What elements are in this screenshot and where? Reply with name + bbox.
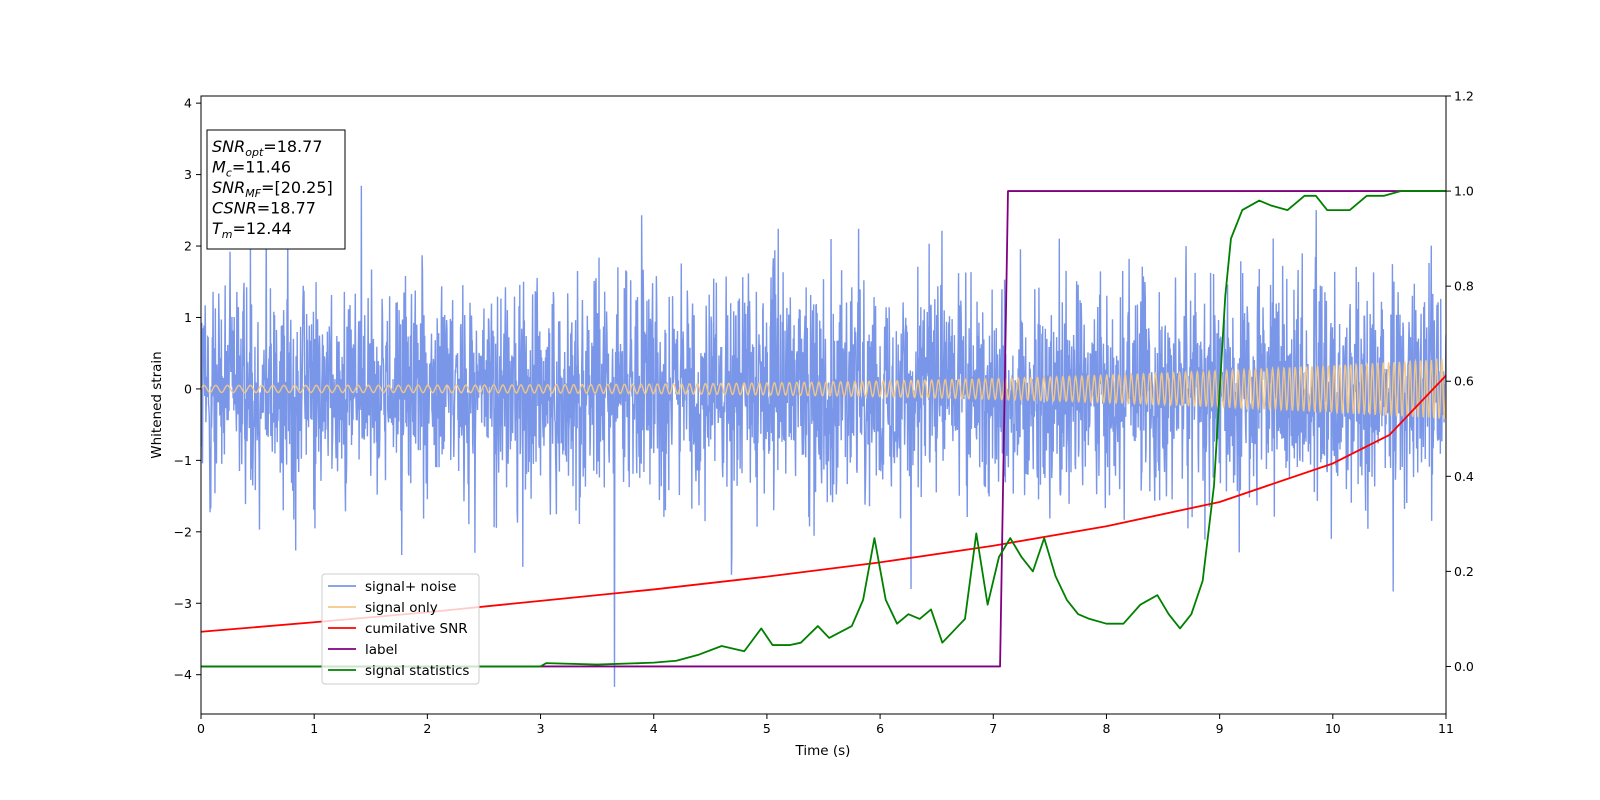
y-tick-label: −3 <box>174 596 192 611</box>
x-tick-label: 5 <box>763 721 771 736</box>
series-label <box>201 190 1446 668</box>
x-tick-label: 7 <box>989 721 997 736</box>
plot-frame <box>200 95 1447 715</box>
x-tick-label: 6 <box>876 721 884 736</box>
legend-entry: label <box>365 642 398 658</box>
legend-entry: signal statistics <box>365 663 469 679</box>
x-tick-label: 11 <box>1438 721 1454 736</box>
y-tick-label: 0 <box>184 381 192 396</box>
x-tick-label: 3 <box>537 721 545 736</box>
annotation-line: CSNR=18.77 <box>212 199 316 218</box>
y2-tick-label: 0.0 <box>1454 659 1474 674</box>
series-signal-only <box>201 357 1446 419</box>
x-tick-label: 0 <box>197 721 205 736</box>
x-tick-label: 4 <box>650 721 658 736</box>
annotation-line: SNRopt=18.77 <box>212 137 323 159</box>
y2-tick-label: 1.0 <box>1454 184 1474 199</box>
x-tick-label: 9 <box>1216 721 1224 736</box>
annotation-line: Tm=12.44 <box>212 219 292 241</box>
y-tick-label: 4 <box>184 96 192 111</box>
x-axis-label: Time (s) <box>795 743 851 759</box>
y-tick-label: 1 <box>184 310 192 325</box>
x-tick-label: 10 <box>1325 721 1341 736</box>
legend-entry: cumilative SNR <box>365 621 468 637</box>
y-tick-label: −4 <box>174 667 192 682</box>
x-tick-label: 8 <box>1102 721 1110 736</box>
axis-ticks: 0 1 2 3 4 5 6 7 8 9 10 1143210−1−2−3−41.21.00.80.60… <box>174 89 1474 737</box>
series-signal-statistics <box>201 190 1446 668</box>
x-tick-label: 1 <box>310 721 318 736</box>
y-tick-label: −2 <box>174 524 192 539</box>
y2-tick-label: 0.8 <box>1454 279 1474 294</box>
y-tick-label: 2 <box>184 239 192 254</box>
x-tick-label: 2 <box>423 721 431 736</box>
y2-tick-label: 0.4 <box>1454 469 1474 484</box>
legend-entry: signal+ noise <box>365 579 456 595</box>
y-axis-label: Whitened strain <box>149 351 165 458</box>
legend: signal+ noise signal only cumilative SNR la… <box>321 573 480 685</box>
annotation-line: Mc=11.46 <box>212 158 291 180</box>
y2-tick-label: 0.2 <box>1454 564 1474 579</box>
y2-tick-label: 0.6 <box>1454 374 1474 389</box>
annotation-frame <box>206 129 346 250</box>
series-signal-noise <box>201 185 1446 687</box>
y-tick-label: 3 <box>184 167 192 182</box>
y-tick-label: −1 <box>174 453 192 468</box>
legend-frame <box>321 573 480 685</box>
snr-annotation-box: SNRopt=18.77Mc=11.46SNRMF=[20.25]CSNR=18… <box>206 129 346 250</box>
annotation-line: SNRMF=[20.25] <box>212 178 333 200</box>
y2-tick-label: 1.2 <box>1454 89 1474 104</box>
legend-entry: signal only <box>365 600 438 616</box>
